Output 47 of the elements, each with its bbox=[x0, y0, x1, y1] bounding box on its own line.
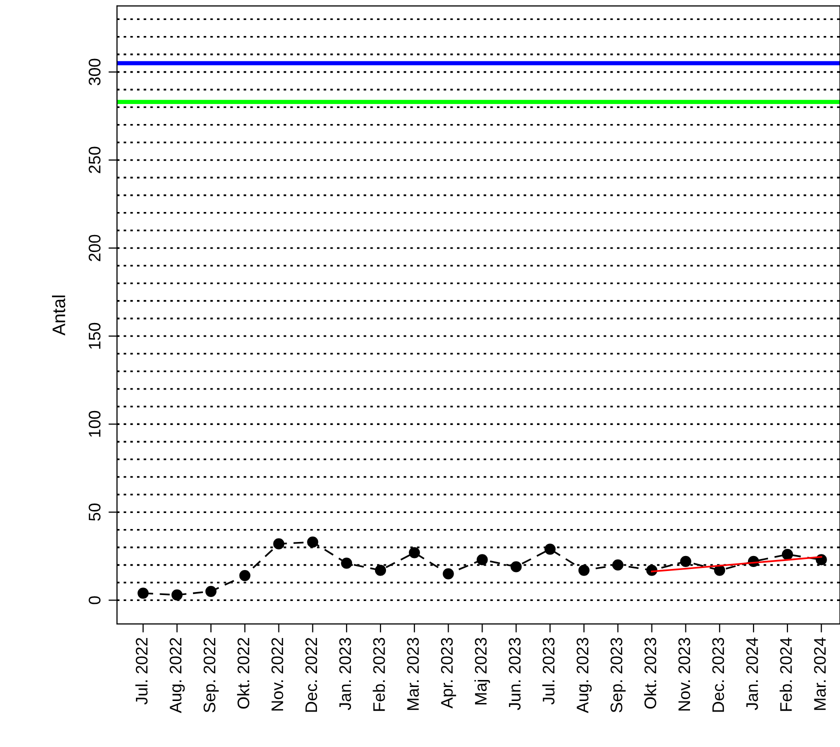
x-tick-label: Feb. 2023 bbox=[372, 638, 385, 711]
x-tick-label: Apr. 2023 bbox=[440, 638, 456, 708]
point bbox=[442, 568, 454, 580]
point bbox=[544, 544, 556, 555]
x-tick-label: Jul. 2022 bbox=[135, 638, 148, 705]
y-tick-label: 300 bbox=[88, 58, 101, 86]
x-tick-label: Nov. 2023 bbox=[678, 638, 690, 711]
x-tick-label: Nov. 2022 bbox=[271, 638, 284, 711]
x-tick-label: Jul. 2023 bbox=[542, 638, 555, 705]
x-tick-label: Maj 2023 bbox=[474, 638, 490, 704]
x-tick-label: Feb. 2024 bbox=[780, 638, 792, 711]
x-tick-label: Sep. 2023 bbox=[610, 638, 626, 712]
point bbox=[307, 536, 318, 548]
x-tick-label: Mar. 2024 bbox=[814, 638, 826, 710]
y-tick-label: 100 bbox=[88, 410, 101, 437]
y-tick-label: 150 bbox=[88, 322, 101, 349]
x-tick-label: Okt. 2023 bbox=[644, 638, 656, 709]
y-tick-label: 50 bbox=[88, 504, 101, 521]
point bbox=[782, 548, 793, 560]
x-tick-label: Aug. 2022 bbox=[170, 638, 185, 714]
point bbox=[476, 554, 488, 566]
y-tick-label: 200 bbox=[88, 234, 101, 262]
x-tick-label: Aug. 2023 bbox=[576, 638, 592, 714]
point bbox=[239, 570, 250, 582]
y-tick-label: 250 bbox=[88, 146, 101, 174]
point bbox=[612, 559, 624, 571]
point bbox=[578, 564, 590, 576]
y-tick-label: 0 bbox=[88, 596, 101, 604]
point bbox=[171, 589, 183, 600]
x-tick-label: Mar. 2023 bbox=[407, 638, 419, 710]
point bbox=[273, 538, 284, 550]
point bbox=[341, 558, 352, 569]
y-axis-title: Antal bbox=[52, 296, 66, 336]
point bbox=[205, 586, 216, 597]
x-tick-label: Dec. 2022 bbox=[305, 638, 318, 712]
point bbox=[374, 564, 386, 576]
point bbox=[510, 561, 522, 572]
point bbox=[680, 556, 692, 568]
x-tick-label: Okt. 2022 bbox=[237, 638, 250, 709]
x-tick-label: Dec. 2023 bbox=[712, 638, 724, 712]
point bbox=[714, 564, 726, 576]
x-tick-label: Jun. 2023 bbox=[508, 638, 521, 710]
x-tick-label: Sep. 2022 bbox=[204, 638, 219, 712]
x-tick-label: Jan. 2024 bbox=[746, 638, 758, 710]
x-tick-label: Jan. 2023 bbox=[339, 638, 352, 710]
point bbox=[138, 588, 149, 599]
point bbox=[408, 547, 420, 558]
